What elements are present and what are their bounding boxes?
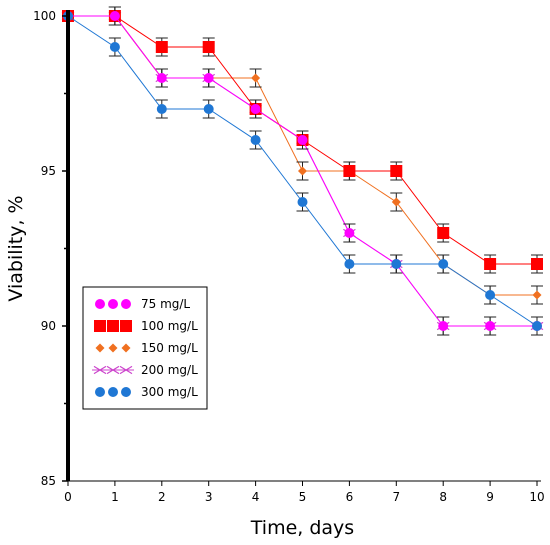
data-point [344,259,355,269]
data-point [109,42,120,52]
x-tick-label: 2 [158,490,166,504]
x-tick-label: 0 [64,490,72,504]
data-point [297,135,308,145]
x-tick-label: 10 [529,490,544,504]
x-tick-label: 1 [111,490,119,504]
legend-label: 300 mg/L [141,385,198,399]
data-point [532,290,542,300]
data-point [343,165,356,177]
series-line [68,15,537,296]
legend-marker [108,299,118,309]
data-point [297,197,308,207]
data-point [532,321,542,331]
plot-area [61,6,544,336]
legend-marker [108,387,118,397]
legend-entry: 75 mg/L [95,297,190,311]
data-point [484,258,497,270]
data-point [344,228,355,238]
data-point [485,290,496,300]
legend-entry: 150 mg/L [95,341,198,355]
x-axis-title: Time, days [250,517,354,539]
data-point [156,73,167,83]
y-tick-label: 85 [41,474,56,488]
y-tick-label: 95 [41,164,56,178]
legend-marker [108,343,118,353]
data-point [437,227,450,239]
data-point [109,11,120,21]
legend-marker [119,365,133,375]
x-tick-label: 4 [252,490,260,504]
data-point [155,41,168,53]
legend: 75 mg/L 100 mg/L 150 mg/L 200 mg/L 300 mg/L [82,286,208,410]
axes [66,10,541,482]
legend-marker [94,320,106,332]
data-point [531,258,543,270]
x-tick-label: 8 [439,490,447,504]
y-axis-ticks: 85 90 95 100 [33,9,68,488]
data-point [203,73,214,83]
x-tick-label: 6 [346,490,354,504]
data-point [203,104,214,114]
legend-marker [107,320,119,332]
y-tick-label: 100 [33,9,56,23]
legend-label: 100 mg/L [141,319,198,333]
x-tick-label: 7 [392,490,400,504]
data-point [391,259,402,269]
y-axis-title: Viability, % [5,195,27,301]
legend-marker [121,387,131,397]
legend-label: 75 mg/L [141,297,190,311]
legend-marker [121,299,131,309]
data-point [485,321,496,331]
legend-marker [95,387,105,397]
data-point [298,166,307,176]
x-tick-label: 5 [299,490,307,504]
data-point [202,41,215,53]
legend-marker [95,343,105,353]
data-point [250,104,261,114]
legend-marker [120,320,132,332]
legend-marker [93,365,107,375]
data-point [438,259,449,269]
data-point [251,73,261,83]
data-point [438,321,449,331]
legend-entry: 300 mg/L [95,385,198,399]
legend-marker [95,299,105,309]
data-point [390,165,403,177]
series-300-mg-l [63,11,543,336]
series-150-mg-l [63,6,543,305]
x-tick-label: 3 [205,490,213,504]
data-point [250,135,261,145]
legend-entry: 100 mg/L [94,319,198,333]
x-tick-label: 9 [486,490,494,504]
data-point [156,104,167,114]
legend-label: 150 mg/L [141,341,198,355]
legend-marker [121,343,131,353]
legend-marker [106,365,120,375]
x-axis-ticks: 0 1 2 3 4 5 6 7 8 9 10 [64,481,545,504]
legend-label: 200 mg/L [141,363,198,377]
y-tick-label: 90 [41,319,56,333]
legend-entry: 200 mg/L [92,363,198,377]
data-point [391,197,401,207]
